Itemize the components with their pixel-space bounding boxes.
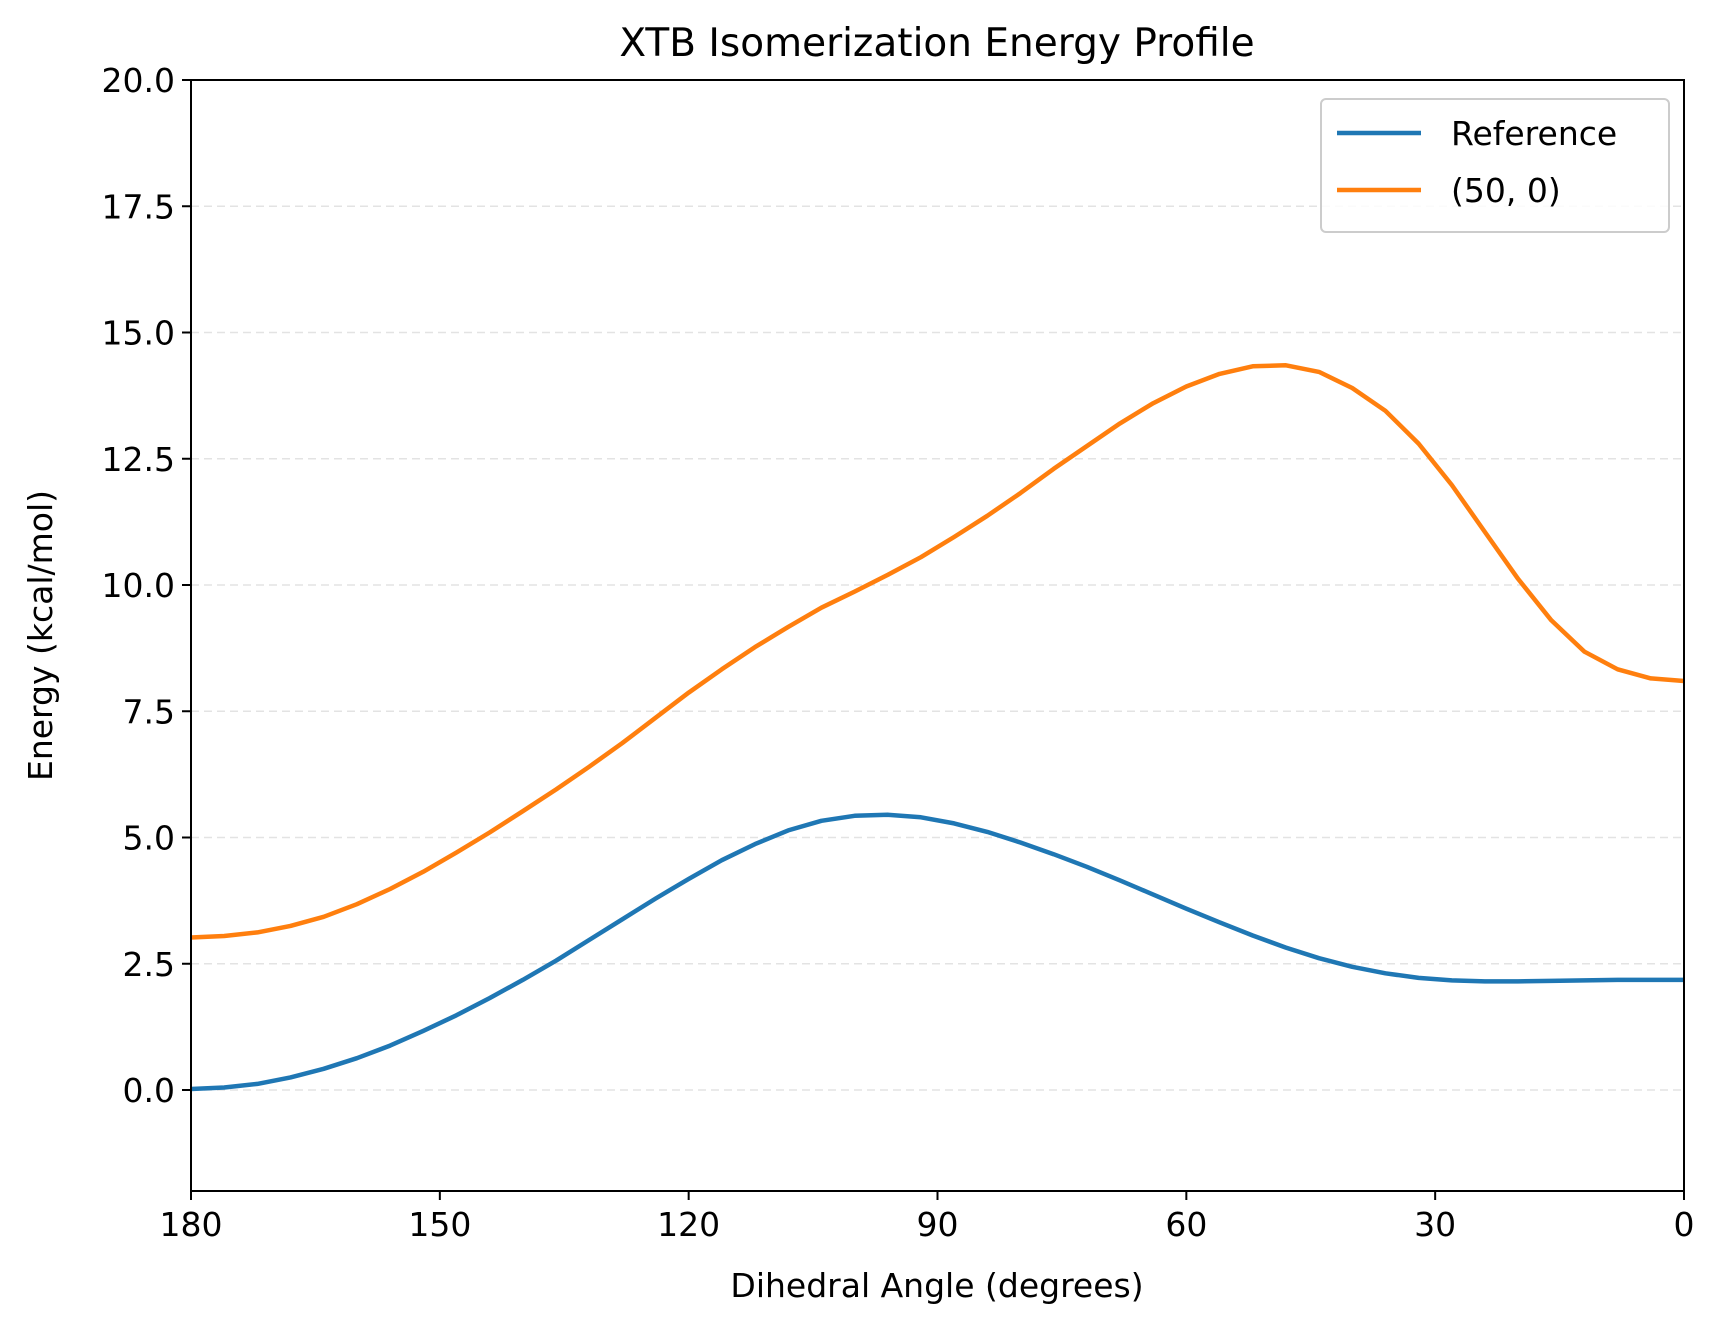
- series-layer: [190, 363, 1685, 1092]
- x-tick-label: 120: [657, 1205, 720, 1244]
- y-tick-label: 2.5: [123, 945, 175, 984]
- y-tick-label: 12.5: [102, 440, 175, 479]
- chart-title: XTB Isomerization Energy Profile: [619, 21, 1254, 66]
- series-line-50-0: [190, 363, 1685, 940]
- y-tick-label: 5.0: [123, 819, 175, 858]
- x-tick-label: 90: [917, 1205, 959, 1244]
- y-tick-label: 0.0: [123, 1071, 175, 1110]
- x-tick-label: 30: [1414, 1205, 1456, 1244]
- series-line-reference: [190, 812, 1684, 1092]
- x-axis: 180 150 120 90 60 30 0: [160, 1191, 1695, 1244]
- y-tick-label: 10.0: [102, 566, 175, 605]
- y-axis: 0.0 2.5 5.0 7.5 10.0 12.5 15.0 17.5 20.0: [102, 61, 191, 1110]
- x-axis-label: Dihedral Angle (degrees): [730, 1266, 1143, 1305]
- y-tick-label: 20.0: [102, 61, 175, 100]
- x-tick-label: 60: [1165, 1205, 1207, 1244]
- legend-label: (50, 0): [1451, 171, 1561, 210]
- y-axis-label: Energy (kcal/mol): [21, 490, 60, 781]
- legend: Reference (50, 0): [1320, 98, 1670, 233]
- legend-label: Reference: [1451, 114, 1617, 153]
- x-tick-label: 150: [408, 1205, 471, 1244]
- y-tick-label: 15.0: [102, 314, 175, 353]
- y-tick-label: 7.5: [123, 692, 175, 731]
- x-tick-label: 0: [1674, 1205, 1695, 1244]
- x-tick-label: 180: [160, 1205, 223, 1244]
- y-tick-label: 17.5: [102, 187, 175, 226]
